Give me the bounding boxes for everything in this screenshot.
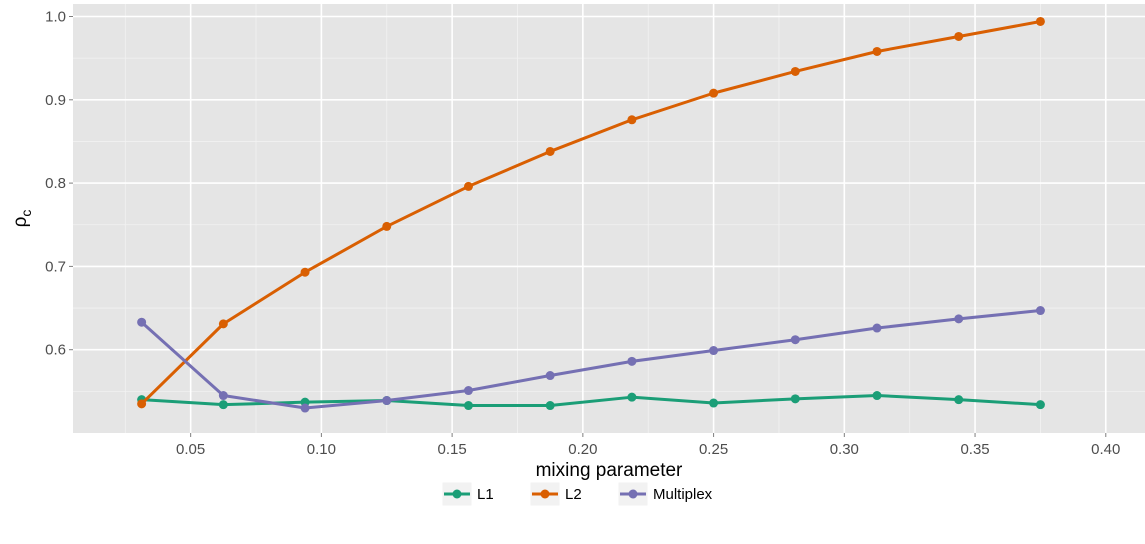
data-point-multiplex bbox=[709, 346, 719, 356]
data-point-l1 bbox=[709, 398, 719, 408]
data-point-multiplex bbox=[790, 335, 800, 345]
x-axis: 0.05 0.10 0.15 0.20 0.25 0.30 0.35 0.40 bbox=[176, 433, 1120, 458]
series-line-l2 bbox=[140, 19, 1042, 406]
data-point-l2 bbox=[790, 66, 800, 76]
data-point-l1 bbox=[463, 401, 473, 411]
y-axis-title-main: ρ bbox=[10, 216, 31, 227]
data-point-l2 bbox=[1035, 16, 1045, 26]
series-layer bbox=[137, 16, 1045, 413]
data-point-l2 bbox=[137, 399, 147, 409]
legend-label-l2: L2 bbox=[565, 486, 582, 503]
y-tick-label: 0.7 bbox=[45, 258, 66, 275]
data-point-l2 bbox=[300, 267, 310, 277]
data-point-l2 bbox=[872, 46, 882, 56]
data-point-l1 bbox=[790, 394, 800, 404]
data-point-l2 bbox=[954, 31, 964, 41]
data-point-l2 bbox=[545, 146, 555, 156]
y-tick-label: 0.6 bbox=[45, 342, 66, 359]
series-line-multiplex bbox=[140, 309, 1042, 410]
legend-marker-l1 bbox=[452, 489, 462, 499]
y-axis: 0.6 0.7 0.8 0.9 1.0 bbox=[45, 8, 73, 359]
data-point-multiplex bbox=[218, 391, 228, 401]
y-tick-label: 1.0 bbox=[45, 8, 66, 25]
x-tick-label: 0.40 bbox=[1091, 441, 1120, 458]
data-point-multiplex bbox=[382, 396, 392, 406]
data-point-multiplex bbox=[300, 403, 310, 413]
legend-label-multiplex: Multiplex bbox=[653, 486, 713, 503]
data-point-l1 bbox=[627, 392, 637, 402]
data-point-l1 bbox=[1035, 400, 1045, 410]
data-point-l2 bbox=[218, 319, 228, 329]
legend: L1 L2 Multiplex bbox=[441, 481, 713, 507]
legend-marker-multiplex bbox=[628, 489, 638, 499]
legend-marker-l2 bbox=[540, 489, 550, 499]
data-point-l1 bbox=[545, 401, 555, 411]
data-point-multiplex bbox=[627, 356, 637, 366]
x-axis-title: mixing parameter bbox=[536, 460, 683, 481]
data-point-l1 bbox=[954, 395, 964, 405]
data-point-l2 bbox=[382, 221, 392, 231]
y-axis-title-subscript: c bbox=[18, 210, 34, 217]
plot-panel bbox=[73, 4, 1145, 433]
legend-label-l1: L1 bbox=[477, 486, 494, 503]
x-tick-label: 0.10 bbox=[307, 441, 336, 458]
y-axis-title: ρc bbox=[10, 210, 34, 228]
major-gridlines bbox=[73, 4, 1145, 433]
y-tick-label: 0.9 bbox=[45, 92, 66, 109]
x-tick-label: 0.15 bbox=[438, 441, 467, 458]
data-point-multiplex bbox=[545, 371, 555, 381]
y-tick-label: 0.8 bbox=[45, 175, 66, 192]
series-line-l1 bbox=[140, 394, 1042, 408]
x-tick-label: 0.05 bbox=[176, 441, 205, 458]
x-tick-label: 0.30 bbox=[830, 441, 859, 458]
data-point-multiplex bbox=[954, 314, 964, 324]
data-point-l1 bbox=[218, 400, 228, 410]
x-tick-label: 0.25 bbox=[699, 441, 728, 458]
data-point-multiplex bbox=[463, 386, 473, 396]
data-point-multiplex bbox=[872, 323, 882, 333]
data-point-l1 bbox=[872, 391, 882, 401]
data-point-l2 bbox=[709, 88, 719, 98]
data-point-l2 bbox=[627, 115, 637, 125]
data-point-l2 bbox=[463, 181, 473, 191]
data-point-multiplex bbox=[137, 317, 147, 327]
x-tick-label: 0.20 bbox=[568, 441, 597, 458]
data-point-multiplex bbox=[1035, 306, 1045, 316]
x-tick-label: 0.35 bbox=[960, 441, 989, 458]
